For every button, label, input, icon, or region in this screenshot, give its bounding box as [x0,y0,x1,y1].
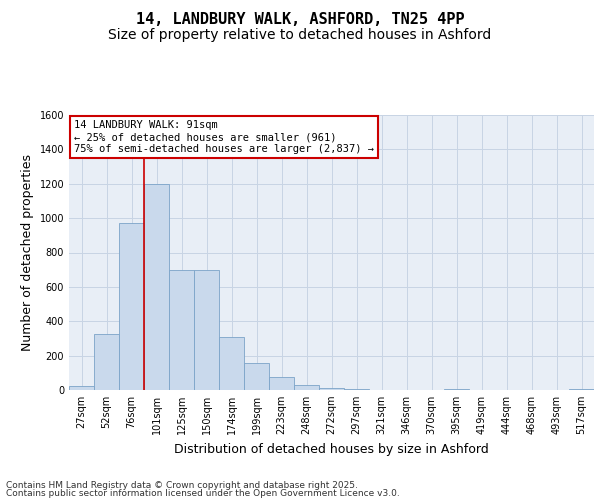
Bar [119,224,144,390]
Text: Size of property relative to detached houses in Ashford: Size of property relative to detached ho… [109,28,491,42]
Bar [444,388,469,390]
Text: 14 LANDBURY WALK: 91sqm
← 25% of detached houses are smaller (961)
75% of semi-d: 14 LANDBURY WALK: 91sqm ← 25% of detache… [74,120,374,154]
Y-axis label: Number of detached properties: Number of detached properties [21,154,34,351]
Text: 14, LANDBURY WALK, ASHFORD, TN25 4PP: 14, LANDBURY WALK, ASHFORD, TN25 4PP [136,12,464,28]
Bar [569,388,594,390]
Bar [94,334,119,390]
Bar [294,385,319,390]
Text: Contains HM Land Registry data © Crown copyright and database right 2025.: Contains HM Land Registry data © Crown c… [6,481,358,490]
Bar [169,270,194,390]
Text: Contains public sector information licensed under the Open Government Licence v3: Contains public sector information licen… [6,488,400,498]
Bar [244,364,269,390]
Bar [219,336,244,390]
X-axis label: Distribution of detached houses by size in Ashford: Distribution of detached houses by size … [174,442,489,456]
Bar [269,377,294,390]
Bar [194,270,219,390]
Bar [319,388,344,390]
Bar [344,388,369,390]
Bar [69,386,94,390]
Bar [144,184,169,390]
